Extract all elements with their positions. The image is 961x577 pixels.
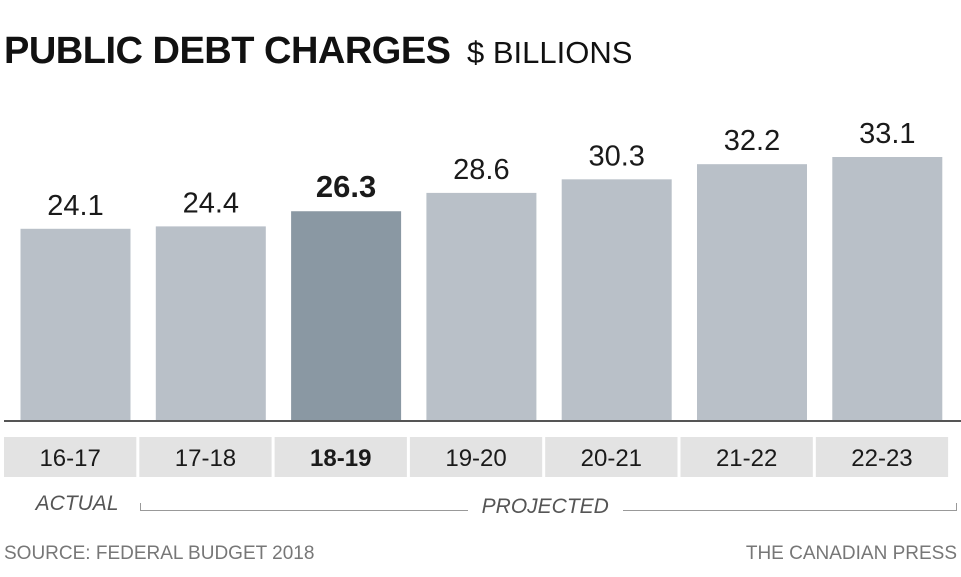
- x-tick-label: 19-20: [445, 445, 506, 472]
- bar-value-label: 24.4: [183, 187, 239, 219]
- x-tick-label: 21-22: [716, 445, 777, 472]
- bar: [697, 164, 807, 421]
- bar-chart: 24.1 16-17 24.4 17-18 26.3 18-19 28.6 19-20 30.3…: [4, 118, 961, 477]
- bar: [291, 211, 402, 421]
- bar-value-label: 28.6: [453, 154, 509, 186]
- tick-band: [4, 437, 137, 477]
- bar: [155, 226, 266, 421]
- bar: [20, 228, 131, 421]
- bar-value-label: 33.1: [859, 118, 915, 150]
- x-tick-label: 20-21: [581, 445, 642, 472]
- tick-band: [815, 437, 949, 477]
- source-note: SOURCE: FEDERAL BUDGET 2018: [4, 543, 315, 564]
- tick-band: [139, 437, 272, 477]
- x-tick-label: 17-18: [175, 445, 236, 472]
- chart-title: PUBLIC DEBT CHARGES: [4, 30, 451, 72]
- x-tick-label: 18-19: [310, 445, 371, 472]
- tick-band: [680, 437, 813, 477]
- bar-value-label: 24.1: [47, 190, 103, 222]
- bar: [426, 192, 537, 421]
- period-label-actual: ACTUAL: [21, 492, 133, 516]
- bar-value-label: 26.3: [316, 169, 376, 204]
- x-tick-label: 16-17: [39, 445, 100, 472]
- bar: [561, 179, 672, 421]
- period-label-projected: PROJECTED: [467, 495, 623, 519]
- bar-value-label: 30.3: [588, 140, 644, 172]
- bar: [832, 157, 943, 421]
- credit-note: THE CANADIAN PRESS: [745, 543, 957, 564]
- chart-subtitle: $ BILLIONS: [466, 35, 633, 70]
- tick-band: [274, 437, 407, 477]
- bar-value-label: 32.2: [724, 125, 780, 157]
- tick-band: [409, 437, 543, 477]
- chart-title-row: PUBLIC DEBT CHARGES $ BILLIONS: [4, 30, 632, 73]
- tick-band: [545, 437, 678, 477]
- x-tick-label: 22-23: [851, 445, 912, 472]
